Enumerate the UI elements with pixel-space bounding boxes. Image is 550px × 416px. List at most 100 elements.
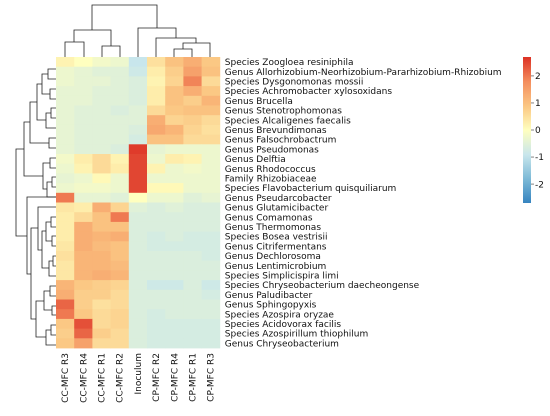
heatmap-cell [92,251,111,262]
row-label: Genus Lentimicrobium [225,262,327,272]
heatmap-cell [147,241,166,252]
heatmap-cell [110,289,130,300]
heatmap-cell [147,183,166,194]
heatmap-cell [74,328,93,339]
heatmap-cell [110,328,130,339]
heatmap-cell [56,163,75,174]
heatmap-cell [165,173,184,184]
heatmap-cell [165,212,184,223]
heatmap-cell [56,212,75,223]
heatmap-cell [56,280,75,291]
heatmap-cell [128,289,148,300]
heatmap-cell [165,183,184,194]
heatmap-cell [128,260,148,271]
heatmap-cell [74,163,93,174]
heatmap-cell [183,134,202,145]
heatmap-cell [56,95,75,106]
heatmap-cell [92,163,111,174]
heatmap-cell [128,280,148,291]
heatmap-cell [183,299,202,310]
heatmap-cell [56,66,75,77]
heatmap-cell [201,299,221,310]
colorbar-tick-label: 1 [535,99,541,109]
heatmap-cell [165,76,184,87]
heatmap-cell [128,57,148,68]
heatmap-cell [147,299,166,310]
heatmap-cell [201,338,221,349]
heatmap-cell [201,212,221,223]
row-label: Species Alcaligenes faecalis [225,116,351,126]
heatmap-cell [201,241,221,252]
heatmap-cell [128,338,148,349]
heatmap-cell [92,86,111,97]
heatmap-cell [74,144,93,155]
heatmap-cell [147,270,166,281]
heatmap-cell [128,270,148,281]
heatmap-cell [92,173,111,184]
heatmap-cell [165,309,184,320]
row-label: Genus Chryseobacterium [225,339,339,349]
heatmap-cell [165,231,184,242]
row-dendrogram [15,68,56,346]
heatmap-cell [147,115,166,126]
heatmap-cell [183,270,202,281]
heatmap-cell [201,154,221,165]
heatmap-cell [56,289,75,300]
heatmap-cell [201,66,221,77]
heatmap-cell [201,86,221,97]
column-label: CC-MFC R1 [98,353,108,403]
row-label: Genus Thermomonas [225,223,322,233]
heatmap-cell [128,86,148,97]
heatmap-cell [183,318,202,329]
heatmap-cell [128,221,148,232]
heatmap-cell [183,115,202,126]
column-labels: CC-MFC R3 CC-MFC R4 CC-MFC R1 CC-MFC R2 Inoc… [61,353,217,403]
heatmap-cell [183,105,202,116]
heatmap-cell [128,66,148,77]
heatmap-cell [56,202,75,213]
heatmap-cell [74,309,93,320]
heatmap-cell [183,212,202,223]
colorbar [523,57,531,203]
heatmap-cell [74,124,93,135]
heatmap-cell [92,144,111,155]
heatmap-cell [110,173,130,184]
heatmap-cell [56,86,75,97]
heatmap-cell [201,318,221,329]
heatmap-cell [92,192,111,203]
heatmap-cell [128,76,148,87]
heatmap-cell [147,105,166,116]
heatmap-cell [110,105,130,116]
heatmap-cell [201,95,221,106]
heatmap-cell [165,202,184,213]
row-label: Species Achromobacter xylosoxidans [225,87,393,97]
heatmap-cell [74,270,93,281]
heatmap-cell [165,66,184,77]
heatmap-cell [74,154,93,165]
heatmap-cell [56,221,75,232]
heatmap-cell [74,66,93,77]
heatmap-cell [165,154,184,165]
heatmap-cell [128,212,148,223]
row-label: Genus Allorhizobium-Neorhizobium-Pararhi… [225,68,502,78]
heatmap-cell [147,328,166,339]
heatmap-cell [74,105,93,116]
heatmap-cell [92,309,111,320]
heatmap-cell [92,299,111,310]
heatmap-cell [128,173,148,184]
heatmap-cell [128,192,148,203]
heatmap-cell [56,231,75,242]
heatmap-cell [165,260,184,271]
heatmap-cell [165,192,184,203]
heatmap-cell [110,221,130,232]
heatmap-cell [128,231,148,242]
heatmap-cell [147,212,166,223]
row-label: Genus Delftia [225,155,286,165]
heatmap-cell [56,183,75,194]
heatmap-cell [183,95,202,106]
row-label: Genus Sphingopyxis [225,301,317,311]
heatmap-cell [201,57,221,68]
heatmap-cell [183,338,202,349]
heatmap-cell [110,124,130,135]
heatmap-cell [74,251,93,262]
